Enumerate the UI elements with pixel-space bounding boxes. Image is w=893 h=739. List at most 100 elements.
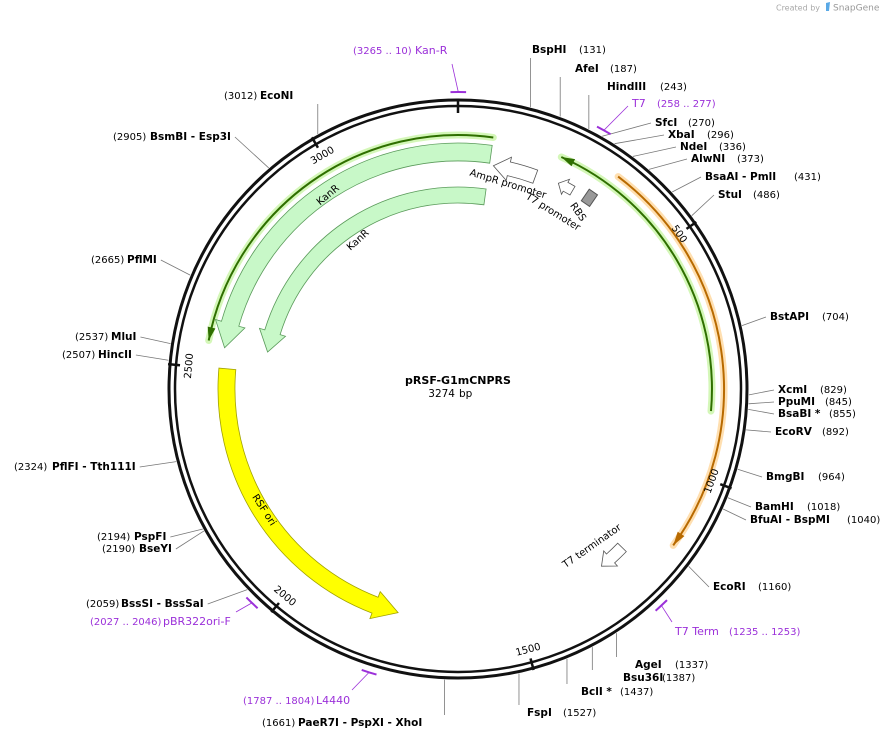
feature-arrow: [601, 542, 627, 567]
ruler-label: 1000: [703, 467, 722, 495]
site-position: (270): [688, 118, 715, 129]
site-position: (1160): [758, 582, 791, 593]
site-position: (2194): [97, 532, 130, 543]
site-position: (3012): [224, 91, 257, 102]
site-position: (2905): [113, 132, 146, 143]
ruler-tick: [310, 136, 320, 149]
site-leader: [140, 336, 171, 345]
site-position: (2190): [102, 544, 135, 555]
site-name: BstAPI: [770, 311, 809, 323]
primer-name: T7: [631, 97, 646, 110]
site-name: NdeI: [680, 141, 707, 153]
primer-leader: [235, 602, 253, 613]
site-leader: [648, 158, 688, 170]
site-leader: [748, 408, 775, 415]
site-name: HindIII: [607, 81, 646, 93]
site-leader: [207, 589, 248, 605]
site-leader: [741, 316, 767, 326]
site-name: PaeR7I - PspXI - XhoI: [298, 717, 422, 729]
site-name: XcmI: [778, 384, 807, 396]
site-position: (2507): [62, 350, 95, 361]
site-name: HincII: [98, 349, 132, 361]
site-position: (486): [753, 190, 780, 201]
site-name: BamHI: [755, 501, 794, 513]
site-position: (1527): [563, 708, 596, 719]
ruler-label: 2500: [183, 353, 196, 379]
brand: SnapGene: [833, 4, 880, 14]
site-position: (431): [794, 172, 821, 183]
primer-name: Kan-R: [415, 44, 448, 57]
site-position: (1437): [620, 687, 653, 698]
feature-arrow: [492, 156, 539, 184]
site-name: BsaAI - PmlI: [705, 171, 776, 183]
site-position: (243): [660, 82, 687, 93]
site-position: (2537): [75, 332, 108, 343]
site-leader: [139, 461, 177, 468]
ruler-label: 1500: [515, 642, 542, 659]
site-name: BssSI - BssSaI: [121, 598, 204, 610]
site-leader: [632, 146, 677, 157]
site-leader: [234, 136, 269, 169]
primer-leader: [451, 63, 459, 93]
site-name: EcoRI: [713, 581, 746, 593]
orf-arc-head: [207, 326, 216, 341]
feature-arrow: [217, 367, 399, 620]
site-position: (855): [829, 409, 856, 420]
site-name: BsaBI *: [778, 408, 821, 420]
site-name: FspI: [527, 707, 552, 719]
primer-bar: [596, 125, 612, 136]
site-position: (2665): [91, 255, 124, 266]
site-leader: [688, 566, 710, 588]
primer-bar: [361, 668, 377, 676]
plasmid-length: 3274: [428, 388, 455, 400]
primer-range: (2027 .. 2046): [90, 617, 162, 628]
primer-leader: [661, 605, 673, 623]
site-name: BspHI: [532, 44, 566, 56]
site-name: AfeI: [575, 63, 599, 75]
site-position: (131): [579, 45, 606, 56]
site-name: MluI: [111, 331, 136, 343]
site-name: BmgBI: [766, 471, 804, 483]
primer-range: (3265 .. 10): [353, 46, 412, 57]
credit: Created by: [776, 4, 820, 13]
site-leader: [170, 528, 203, 538]
primer-range: (1787 .. 1804): [243, 696, 315, 707]
site-position: (2324): [14, 462, 47, 473]
site-position: (892): [822, 427, 849, 438]
ruler-tick: [719, 483, 732, 490]
site-position: (1661): [262, 718, 295, 729]
site-name: PflFI - Tth111I: [52, 461, 136, 473]
site-leader: [737, 468, 763, 478]
site-position: (964): [818, 472, 845, 483]
site-leader: [160, 259, 191, 276]
site-name: EcoRV: [775, 426, 813, 438]
site-leader: [746, 429, 772, 433]
site-name: Bsu36I: [623, 672, 663, 684]
orf-arc: [207, 134, 494, 341]
feature-arrow: [258, 186, 487, 353]
site-name: BclI *: [581, 686, 612, 698]
ruler-tick: [685, 220, 698, 230]
rbs-box: [580, 188, 599, 208]
site-position: (2059): [86, 599, 119, 610]
site-name: BsmBI - Esp3I: [150, 131, 231, 143]
site-leader: [175, 530, 205, 550]
orf-arc-halo: [205, 131, 497, 344]
site-position: (373): [737, 154, 764, 165]
primer-leader: [351, 672, 370, 691]
logo-icon: [826, 2, 830, 11]
site-leader: [671, 176, 702, 193]
site-leader: [614, 134, 665, 145]
site-name: PpuMI: [778, 396, 815, 408]
site-leader: [748, 401, 775, 405]
primer-bar: [654, 599, 668, 612]
site-name: StuI: [718, 189, 742, 201]
orf-arc-head: [673, 531, 685, 546]
site-name: AlwNI: [691, 153, 725, 165]
ruler-tick: [270, 602, 280, 613]
site-name: SfcI: [655, 117, 677, 129]
site-position: (1040): [847, 515, 880, 526]
primer-name: L4440: [316, 694, 350, 707]
feature-arrow: [557, 178, 576, 196]
